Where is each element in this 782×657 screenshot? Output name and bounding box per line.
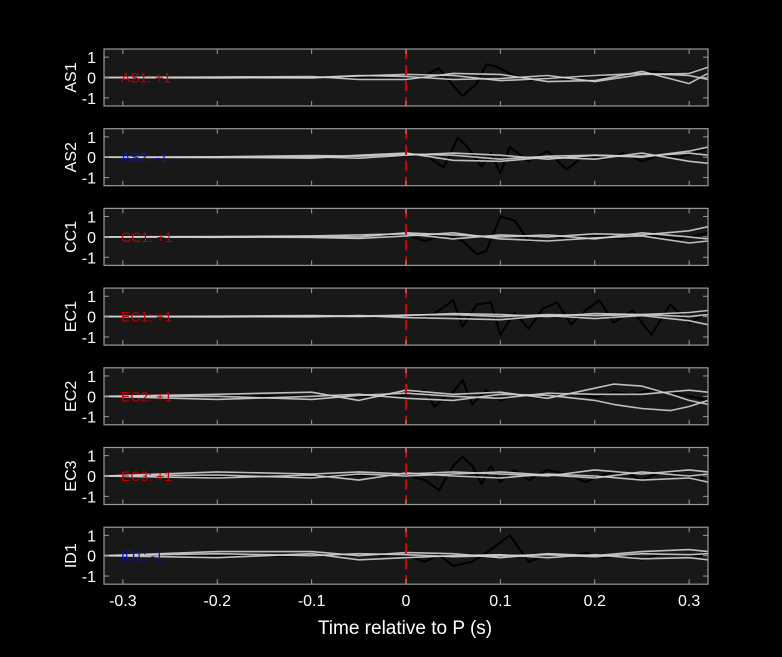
trace-line-comparison-3: [104, 66, 708, 83]
station-label: AS2: [63, 142, 80, 172]
panel-traces: [104, 534, 708, 567]
station-label: AS1: [63, 62, 80, 92]
trace-line-reference: [104, 215, 708, 256]
polarity-annotation: CC1: +1: [121, 229, 173, 245]
panel-ec3: EC3: +1 -1 0 1 EC3: [63, 446, 709, 506]
panel-ec1: EC1: +1 -1 0 1 EC1: [63, 287, 709, 347]
panel-as2: AS2: -1 -1 0 1 AS2: [63, 128, 709, 188]
y-tick-label: -1: [82, 91, 96, 108]
trace-line-comparison-2: [104, 552, 708, 561]
trace-line-reference: [104, 136, 708, 175]
panel-traces: [104, 63, 708, 97]
y-tick-label: 1: [87, 210, 96, 227]
polarity-annotation: EC1: +1: [121, 309, 172, 325]
station-label: EC3: [63, 460, 80, 491]
trace-line-comparison-3: [104, 552, 708, 558]
x-tick-label: 0.3: [678, 593, 700, 610]
panel-as1: AS1: +1 -1 0 1 AS1: [63, 48, 709, 108]
station-label: EC2: [63, 381, 80, 412]
x-tick-label: 0.1: [489, 593, 511, 610]
panel-traces: [104, 215, 708, 256]
panel-ec2: EC2: +1 -1 0 1 EC2: [63, 367, 709, 427]
trace-line-comparison-2: [104, 393, 708, 412]
station-label: ID1: [63, 543, 80, 568]
trace-line-comparison-2: [104, 472, 708, 483]
y-tick-label: 1: [87, 130, 96, 147]
y-tick-label: -1: [82, 330, 96, 347]
y-tick-label: -1: [82, 410, 96, 427]
trace-line-comparison-3: [104, 312, 708, 318]
trace-line-comparison-2: [104, 152, 708, 165]
trace-line-reference: [104, 534, 708, 567]
trace-line-comparison-3: [104, 152, 708, 160]
x-tick-label: 0: [402, 593, 411, 610]
trace-line-comparison-3: [104, 471, 708, 479]
x-tick-label: -0.2: [203, 593, 231, 610]
panel-traces: [104, 455, 708, 492]
y-tick-label: 0: [87, 310, 96, 327]
y-tick-label: -1: [82, 171, 96, 188]
panel-cc1: CC1: +1 -1 0 1 CC1: [63, 207, 709, 267]
x-tick-label: -0.1: [298, 593, 326, 610]
station-label: EC1: [63, 301, 80, 332]
polarity-annotation: EC2: +1: [121, 388, 172, 404]
polarity-annotation: ID1: -1: [121, 548, 163, 564]
polarity-annotation: AS1: +1: [121, 70, 171, 86]
y-tick-label: 0: [87, 389, 96, 406]
station-label: CC1: [63, 221, 80, 253]
x-axis-label: Time relative to P (s): [318, 618, 492, 639]
polarity-annotation: EC3: +1: [121, 468, 172, 484]
trace-line-comparison-3: [104, 389, 708, 401]
polarity-annotation: AS2: -1: [121, 149, 168, 165]
y-tick-label: -1: [82, 569, 96, 586]
panel-traces: [104, 299, 708, 336]
x-tick-label: 0.2: [584, 593, 606, 610]
y-tick-label: 0: [87, 71, 96, 88]
y-tick-label: 0: [87, 469, 96, 486]
y-tick-label: -1: [82, 250, 96, 267]
y-tick-label: 1: [87, 50, 96, 67]
panel-traces: [104, 379, 708, 412]
y-tick-label: 0: [87, 150, 96, 167]
y-tick-label: 0: [87, 230, 96, 247]
x-tick-label: -0.3: [109, 593, 137, 610]
y-tick-label: 1: [87, 528, 96, 545]
y-tick-label: 1: [87, 369, 96, 386]
panel-traces: [104, 136, 708, 175]
x-axis: -0.3 -0.2 -0.1 0 0.1 0.2 0.3: [109, 593, 700, 610]
y-tick-label: 1: [87, 449, 96, 466]
y-tick-label: -1: [82, 489, 96, 506]
trace-line-comparison-3: [104, 232, 708, 240]
panel-id1: ID1: -1 -1 0 1 ID1: [63, 526, 709, 586]
y-tick-label: 0: [87, 549, 96, 566]
y-tick-label: 1: [87, 289, 96, 306]
